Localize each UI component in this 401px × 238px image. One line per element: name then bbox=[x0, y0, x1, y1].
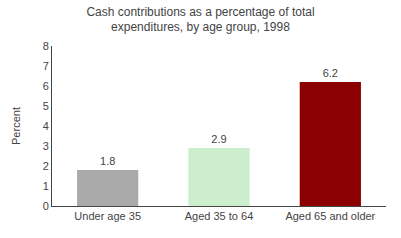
svg-text:0: 0 bbox=[43, 200, 49, 212]
svg-text:Aged 35 to 64: Aged 35 to 64 bbox=[185, 210, 254, 222]
svg-text:Cash contributions as a percen: Cash contributions as a percentage of to… bbox=[86, 5, 314, 35]
svg-text:6: 6 bbox=[43, 80, 49, 92]
svg-text:4: 4 bbox=[43, 120, 49, 132]
svg-text:Under age 35: Under age 35 bbox=[74, 210, 141, 222]
svg-text:Percent: Percent bbox=[10, 107, 22, 145]
svg-text:6.2: 6.2 bbox=[323, 67, 338, 79]
svg-text:7: 7 bbox=[43, 60, 49, 72]
svg-text:Aged 65 and older: Aged 65 and older bbox=[285, 210, 375, 222]
svg-text:1.8: 1.8 bbox=[100, 155, 115, 167]
svg-text:5: 5 bbox=[43, 100, 49, 112]
svg-text:1: 1 bbox=[43, 180, 49, 192]
svg-text:2: 2 bbox=[43, 160, 49, 172]
svg-text:3: 3 bbox=[43, 140, 49, 152]
svg-text:8: 8 bbox=[43, 40, 49, 52]
svg-text:2.9: 2.9 bbox=[211, 133, 226, 145]
